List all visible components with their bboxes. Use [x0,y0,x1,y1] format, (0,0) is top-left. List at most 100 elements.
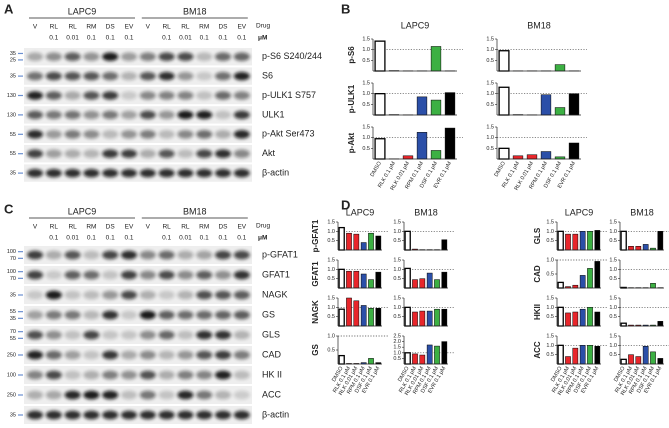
blot-band [64,168,81,178]
blot-band [64,410,81,420]
column-title: LAPC9 [346,207,375,217]
blot-band [102,250,119,260]
blot-band [196,168,213,178]
y-tick-label: 1.5 [609,219,617,225]
y-tick-label: 0.5 [546,314,554,320]
lane-label: RL [181,224,190,231]
y-tick-label: 0.5 [486,58,494,64]
bar [416,132,428,160]
blot-strip [24,67,252,85]
blot-band [102,330,119,340]
blot-band [139,110,156,120]
blot-band [45,390,62,400]
row-label: GLS [533,227,542,244]
bar [402,155,414,160]
mw-marker: 70 [10,276,16,282]
bar [557,230,564,251]
category-label: DMSO [370,160,384,178]
mw-marker: 130 [7,112,16,118]
blot-band [102,290,119,300]
blot-band [158,71,175,81]
blot-band [64,370,81,380]
blot-band [27,149,43,158]
blot-band [27,250,43,260]
y-tick-label: 1.5 [362,80,370,86]
bar [412,279,418,289]
blot-band [215,52,231,61]
lane-label: DS [218,24,228,31]
blot-band [121,310,137,320]
blot-band [215,330,231,340]
bar [353,233,360,251]
group-title: LAPC9 [68,206,97,216]
blot-band [121,52,137,61]
blot-band [158,91,175,100]
blot-band [83,370,100,380]
blot-band [215,110,231,120]
y-tick-label: 0.5 [609,352,617,358]
dose-label: 0.1 [237,35,246,42]
y-tick-label: 0.5 [393,276,401,282]
y-tick-label: 1.5 [486,36,494,42]
lane-label: DS [106,24,116,31]
dose-label: 0.01 [179,35,192,42]
bar [426,310,433,327]
blot-band [83,52,100,61]
bar [412,311,418,327]
blot-band [83,350,100,360]
blot-band [102,71,119,81]
mw-marker: 35 [10,51,16,57]
blot-band [121,410,137,420]
bar [444,127,456,160]
blot-band [121,330,137,340]
blot-band [121,390,137,400]
y-tick-label: 0.5 [546,271,554,277]
y-tick-label: 2.5 [393,333,401,339]
blot-band [158,149,175,158]
blot-band [158,110,175,120]
bar [346,270,352,289]
dose-label: 0.1 [87,35,96,42]
blot-band [158,410,175,420]
bar [650,351,656,365]
bar [587,231,593,251]
blot-band [177,110,194,120]
bar [338,354,345,365]
y-tick-label: 1.0 [546,257,554,263]
protein-label: GS [262,309,275,319]
y-tick-label: 1.0 [327,267,335,273]
bar [404,267,411,289]
bar [374,138,386,160]
dose-label: 0.1 [87,235,96,242]
bar [444,92,456,116]
blot-band [83,130,100,139]
y-tick-label: 0.5 [609,238,617,244]
mw-marker: 55 [10,309,16,315]
bar [594,261,601,289]
blot-band [215,270,231,280]
y-tick-label: 0.5 [362,58,370,64]
blot-band [233,71,250,81]
dose-label: 0.01 [179,235,192,242]
y-tick-label: 1.5 [486,80,494,86]
bar [594,311,601,327]
dose-label: 0.1 [124,235,133,242]
protein-label: ACC [262,389,282,399]
blot-band [121,370,137,380]
blot-band [196,149,213,158]
protein-label: S6 [262,70,273,80]
lane-label: V [146,24,151,31]
bar [374,93,386,116]
dose-label: 0.1 [218,35,227,42]
blot-band [27,110,43,120]
bar [565,312,571,327]
blot-band [121,130,137,139]
blot-band [196,270,213,280]
protein-label: NAGK [262,289,288,299]
blot-strip [24,106,252,124]
blot-band [215,390,231,400]
y-tick-label: 1.0 [327,333,335,339]
y-tick-label: 1.0 [609,267,617,273]
bar [404,230,411,251]
bar [594,230,601,251]
